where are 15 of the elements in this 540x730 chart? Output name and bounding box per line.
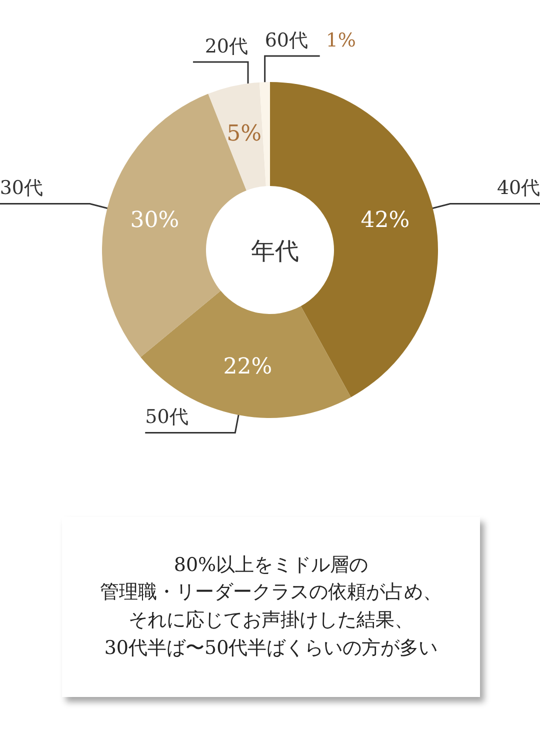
data-label: 5% [226,121,262,146]
text: 年代 [251,237,299,265]
text: 30代半ば〜50代半ばくらいの方が多い [104,636,438,661]
text: それに応じてお声掛けした結果、 [128,608,414,633]
slice-label: 40代 [496,177,540,200]
data-label: 42% [360,208,410,233]
text: 管理職・リーダークラスの依頼が占め、 [100,580,442,606]
data-label: 30% [130,208,180,233]
data-label: 22% [223,354,272,380]
slice-label: 30代 [0,177,44,200]
text: 80%以上をミドル層の [174,552,368,578]
slice-label: 50代 [145,406,188,428]
slice-label: 20代 [204,36,248,58]
data-label: 1% [326,30,356,52]
slice-label: 60代 [264,30,308,52]
